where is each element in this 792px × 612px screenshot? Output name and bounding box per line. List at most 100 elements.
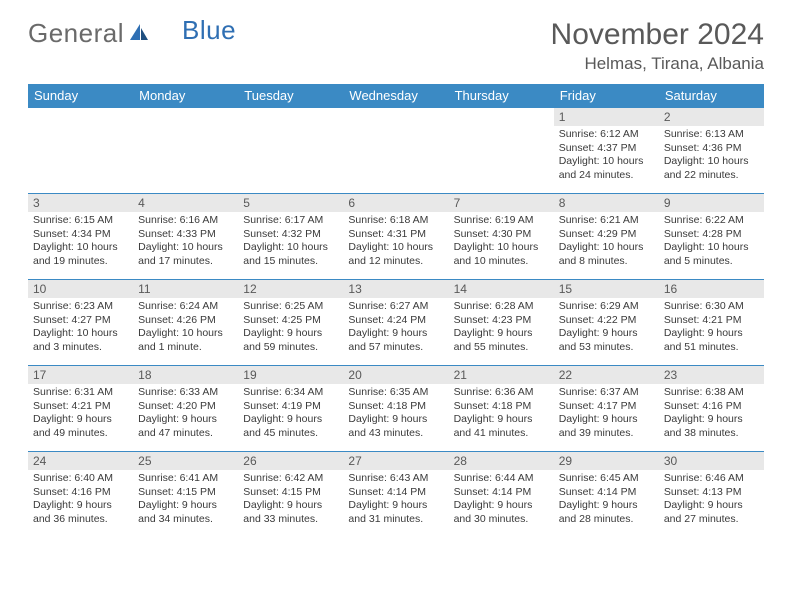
- calendar-cell: 30Sunrise: 6:46 AMSunset: 4:13 PMDayligh…: [659, 452, 764, 538]
- sunrise-line: Sunrise: 6:13 AM: [664, 128, 759, 142]
- calendar-row: 17Sunrise: 6:31 AMSunset: 4:21 PMDayligh…: [28, 366, 764, 452]
- sunset-line: Sunset: 4:16 PM: [664, 400, 759, 414]
- sunrise-line: Sunrise: 6:19 AM: [454, 214, 549, 228]
- day-number: 11: [133, 280, 238, 298]
- sunrise-line: Sunrise: 6:28 AM: [454, 300, 549, 314]
- calendar-cell: 21Sunrise: 6:36 AMSunset: 4:18 PMDayligh…: [449, 366, 554, 452]
- day-number: 15: [554, 280, 659, 298]
- day-number: 10: [28, 280, 133, 298]
- calendar-cell: [343, 108, 448, 194]
- day-content: Sunrise: 6:36 AMSunset: 4:18 PMDaylight:…: [449, 384, 554, 445]
- sunrise-line: Sunrise: 6:29 AM: [559, 300, 654, 314]
- logo-sail-icon: [128, 18, 150, 49]
- calendar-cell: 18Sunrise: 6:33 AMSunset: 4:20 PMDayligh…: [133, 366, 238, 452]
- calendar-cell: 29Sunrise: 6:45 AMSunset: 4:14 PMDayligh…: [554, 452, 659, 538]
- sunset-line: Sunset: 4:18 PM: [348, 400, 443, 414]
- day-content: Sunrise: 6:35 AMSunset: 4:18 PMDaylight:…: [343, 384, 448, 445]
- sunset-line: Sunset: 4:19 PM: [243, 400, 338, 414]
- day-number: 17: [28, 366, 133, 384]
- day-content: Sunrise: 6:41 AMSunset: 4:15 PMDaylight:…: [133, 470, 238, 531]
- daylight-line: Daylight: 10 hours and 3 minutes.: [33, 327, 128, 354]
- day-content: Sunrise: 6:25 AMSunset: 4:25 PMDaylight:…: [238, 298, 343, 359]
- sunrise-line: Sunrise: 6:23 AM: [33, 300, 128, 314]
- day-content: Sunrise: 6:44 AMSunset: 4:14 PMDaylight:…: [449, 470, 554, 531]
- day-content: Sunrise: 6:43 AMSunset: 4:14 PMDaylight:…: [343, 470, 448, 531]
- daylight-line: Daylight: 9 hours and 33 minutes.: [243, 499, 338, 526]
- day-content: Sunrise: 6:28 AMSunset: 4:23 PMDaylight:…: [449, 298, 554, 359]
- day-content: Sunrise: 6:24 AMSunset: 4:26 PMDaylight:…: [133, 298, 238, 359]
- day-number: 6: [343, 194, 448, 212]
- day-header-row: Sunday Monday Tuesday Wednesday Thursday…: [28, 84, 764, 108]
- day-content: Sunrise: 6:18 AMSunset: 4:31 PMDaylight:…: [343, 212, 448, 273]
- day-number: 19: [238, 366, 343, 384]
- calendar-cell: 14Sunrise: 6:28 AMSunset: 4:23 PMDayligh…: [449, 280, 554, 366]
- day-number: 14: [449, 280, 554, 298]
- day-number: 18: [133, 366, 238, 384]
- daylight-line: Daylight: 10 hours and 19 minutes.: [33, 241, 128, 268]
- day-content: Sunrise: 6:15 AMSunset: 4:34 PMDaylight:…: [28, 212, 133, 273]
- calendar-cell: 4Sunrise: 6:16 AMSunset: 4:33 PMDaylight…: [133, 194, 238, 280]
- header: General Blue November 2024 Helmas, Tiran…: [28, 18, 764, 74]
- sunrise-line: Sunrise: 6:40 AM: [33, 472, 128, 486]
- sunrise-line: Sunrise: 6:12 AM: [559, 128, 654, 142]
- daylight-line: Daylight: 10 hours and 15 minutes.: [243, 241, 338, 268]
- sunset-line: Sunset: 4:30 PM: [454, 228, 549, 242]
- day-content: Sunrise: 6:30 AMSunset: 4:21 PMDaylight:…: [659, 298, 764, 359]
- day-content: Sunrise: 6:21 AMSunset: 4:29 PMDaylight:…: [554, 212, 659, 273]
- day-number: 26: [238, 452, 343, 470]
- sunrise-line: Sunrise: 6:41 AM: [138, 472, 233, 486]
- calendar-cell: 23Sunrise: 6:38 AMSunset: 4:16 PMDayligh…: [659, 366, 764, 452]
- sunrise-line: Sunrise: 6:35 AM: [348, 386, 443, 400]
- daylight-line: Daylight: 10 hours and 8 minutes.: [559, 241, 654, 268]
- day-content: Sunrise: 6:29 AMSunset: 4:22 PMDaylight:…: [554, 298, 659, 359]
- sunrise-line: Sunrise: 6:38 AM: [664, 386, 759, 400]
- dh-wed: Wednesday: [343, 84, 448, 108]
- day-number: 8: [554, 194, 659, 212]
- dh-mon: Monday: [133, 84, 238, 108]
- day-number: 5: [238, 194, 343, 212]
- day-number: 9: [659, 194, 764, 212]
- sunset-line: Sunset: 4:27 PM: [33, 314, 128, 328]
- logo-text-general: General: [28, 18, 124, 49]
- day-content: Sunrise: 6:40 AMSunset: 4:16 PMDaylight:…: [28, 470, 133, 531]
- sunrise-line: Sunrise: 6:22 AM: [664, 214, 759, 228]
- day-content: Sunrise: 6:46 AMSunset: 4:13 PMDaylight:…: [659, 470, 764, 531]
- sunrise-line: Sunrise: 6:45 AM: [559, 472, 654, 486]
- day-number: 2: [659, 108, 764, 126]
- logo: General Blue: [28, 18, 236, 49]
- day-number: 3: [28, 194, 133, 212]
- daylight-line: Daylight: 9 hours and 53 minutes.: [559, 327, 654, 354]
- calendar-cell: 8Sunrise: 6:21 AMSunset: 4:29 PMDaylight…: [554, 194, 659, 280]
- calendar-cell: 11Sunrise: 6:24 AMSunset: 4:26 PMDayligh…: [133, 280, 238, 366]
- day-number: 23: [659, 366, 764, 384]
- sunset-line: Sunset: 4:36 PM: [664, 142, 759, 156]
- day-number: 21: [449, 366, 554, 384]
- sunset-line: Sunset: 4:15 PM: [138, 486, 233, 500]
- sunrise-line: Sunrise: 6:42 AM: [243, 472, 338, 486]
- sunrise-line: Sunrise: 6:17 AM: [243, 214, 338, 228]
- day-number: 28: [449, 452, 554, 470]
- day-content: Sunrise: 6:23 AMSunset: 4:27 PMDaylight:…: [28, 298, 133, 359]
- day-number: 20: [343, 366, 448, 384]
- sunrise-line: Sunrise: 6:31 AM: [33, 386, 128, 400]
- sunrise-line: Sunrise: 6:27 AM: [348, 300, 443, 314]
- calendar-cell: 17Sunrise: 6:31 AMSunset: 4:21 PMDayligh…: [28, 366, 133, 452]
- calendar-cell: 24Sunrise: 6:40 AMSunset: 4:16 PMDayligh…: [28, 452, 133, 538]
- day-content: Sunrise: 6:45 AMSunset: 4:14 PMDaylight:…: [554, 470, 659, 531]
- daylight-line: Daylight: 9 hours and 59 minutes.: [243, 327, 338, 354]
- sunset-line: Sunset: 4:32 PM: [243, 228, 338, 242]
- daylight-line: Daylight: 10 hours and 5 minutes.: [664, 241, 759, 268]
- daylight-line: Daylight: 9 hours and 45 minutes.: [243, 413, 338, 440]
- day-number: 4: [133, 194, 238, 212]
- sunset-line: Sunset: 4:34 PM: [33, 228, 128, 242]
- sunset-line: Sunset: 4:29 PM: [559, 228, 654, 242]
- dh-fri: Friday: [554, 84, 659, 108]
- calendar-cell: [133, 108, 238, 194]
- day-content: Sunrise: 6:16 AMSunset: 4:33 PMDaylight:…: [133, 212, 238, 273]
- dh-thu: Thursday: [449, 84, 554, 108]
- sunset-line: Sunset: 4:31 PM: [348, 228, 443, 242]
- daylight-line: Daylight: 9 hours and 28 minutes.: [559, 499, 654, 526]
- sunset-line: Sunset: 4:14 PM: [559, 486, 654, 500]
- day-number: 25: [133, 452, 238, 470]
- sunrise-line: Sunrise: 6:25 AM: [243, 300, 338, 314]
